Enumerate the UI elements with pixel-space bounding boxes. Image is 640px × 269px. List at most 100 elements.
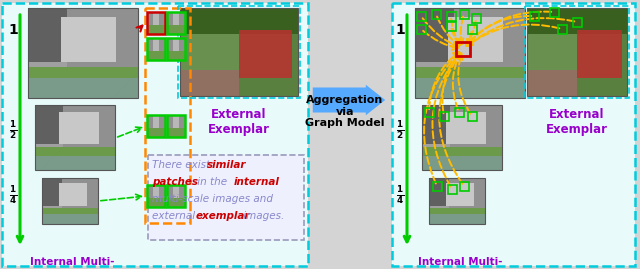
Text: similar: similar — [207, 160, 246, 170]
Text: External
Exemplar: External Exemplar — [546, 108, 608, 136]
Bar — [173, 38, 179, 51]
Bar — [527, 70, 577, 96]
Text: internal: internal — [234, 177, 280, 187]
Text: There exist: There exist — [152, 160, 213, 170]
Bar — [167, 185, 185, 207]
Bar — [429, 178, 485, 224]
Bar — [42, 178, 61, 206]
Bar — [433, 182, 442, 191]
Bar — [35, 105, 115, 170]
Bar — [447, 12, 456, 21]
Bar — [2, 3, 308, 266]
Text: Internal Multi-
Scale Images: Internal Multi- Scale Images — [418, 257, 502, 269]
Bar — [450, 105, 502, 154]
Text: Internal Multi-
Scale Images: Internal Multi- Scale Images — [29, 257, 115, 269]
Bar — [154, 115, 159, 128]
Bar — [392, 3, 635, 266]
Bar — [448, 17, 503, 62]
Bar — [28, 66, 138, 98]
Bar — [558, 25, 567, 34]
Bar — [468, 112, 477, 121]
Bar — [455, 108, 464, 117]
Bar — [454, 8, 525, 76]
Bar — [422, 147, 502, 170]
Text: multi-scale images and: multi-scale images and — [152, 194, 273, 204]
Bar — [448, 185, 457, 194]
Bar — [456, 42, 470, 56]
Bar — [577, 30, 622, 78]
Text: external: external — [152, 211, 198, 221]
Text: $\mathbf{\frac{1}{2}}$: $\mathbf{\frac{1}{2}}$ — [9, 119, 17, 141]
Bar — [432, 10, 441, 19]
Bar — [415, 8, 525, 98]
Bar — [429, 178, 485, 224]
Bar — [173, 12, 179, 25]
Text: $\mathbf{\frac{1}{4}}$: $\mathbf{\frac{1}{4}}$ — [396, 184, 404, 206]
Bar — [167, 38, 185, 60]
Bar — [67, 8, 138, 76]
Bar — [35, 105, 63, 144]
Bar — [422, 105, 450, 144]
Bar — [147, 115, 165, 137]
Bar — [173, 185, 179, 198]
Bar — [147, 12, 165, 34]
Bar — [148, 155, 304, 240]
Bar — [180, 8, 298, 34]
Bar — [147, 12, 165, 34]
Bar — [154, 12, 159, 25]
Bar — [440, 112, 449, 121]
Bar — [35, 156, 115, 170]
Bar — [472, 14, 481, 23]
Bar — [147, 198, 165, 207]
Bar — [527, 8, 627, 96]
Text: images.: images. — [240, 211, 284, 221]
Text: $\mathbf{\frac{1}{2}}$: $\mathbf{\frac{1}{2}}$ — [396, 119, 404, 141]
Bar — [167, 51, 185, 60]
Bar — [180, 34, 239, 74]
Text: $\mathbf{\frac{1}{4}}$: $\mathbf{\frac{1}{4}}$ — [9, 184, 17, 206]
Text: 1: 1 — [395, 23, 405, 37]
Bar — [550, 8, 559, 17]
Bar — [429, 214, 485, 224]
Text: Aggregation
via
Graph Model: Aggregation via Graph Model — [305, 95, 385, 128]
Text: exemplar: exemplar — [196, 211, 250, 221]
Bar — [429, 208, 485, 224]
Bar — [417, 25, 426, 34]
Bar — [42, 208, 98, 224]
Bar — [147, 38, 165, 60]
Text: patches: patches — [152, 177, 198, 187]
Bar — [446, 111, 486, 144]
Bar — [147, 185, 165, 207]
Bar — [28, 8, 67, 62]
Bar — [415, 8, 454, 62]
Bar — [145, 8, 190, 223]
Bar — [61, 178, 98, 213]
Bar — [167, 198, 185, 207]
FancyArrowPatch shape — [313, 85, 385, 115]
Bar — [28, 8, 138, 98]
Bar — [154, 38, 159, 51]
Bar — [178, 6, 300, 98]
Bar — [415, 66, 525, 98]
Text: External
Exemplar: External Exemplar — [208, 108, 270, 136]
Bar — [147, 128, 165, 137]
Bar — [42, 178, 98, 224]
Bar — [415, 78, 525, 98]
Bar — [415, 8, 525, 98]
Bar — [422, 156, 502, 170]
Bar — [180, 8, 298, 96]
Text: in the: in the — [194, 177, 230, 187]
Bar — [417, 12, 426, 21]
Bar — [422, 105, 502, 170]
Bar — [147, 38, 165, 60]
Bar — [2, 3, 308, 266]
Bar — [447, 22, 456, 31]
Bar — [147, 185, 165, 207]
Bar — [59, 111, 99, 144]
Bar — [147, 115, 165, 137]
Bar — [173, 115, 179, 128]
Bar — [425, 108, 434, 117]
Bar — [147, 25, 165, 34]
Bar — [167, 115, 185, 137]
Bar — [527, 8, 627, 34]
